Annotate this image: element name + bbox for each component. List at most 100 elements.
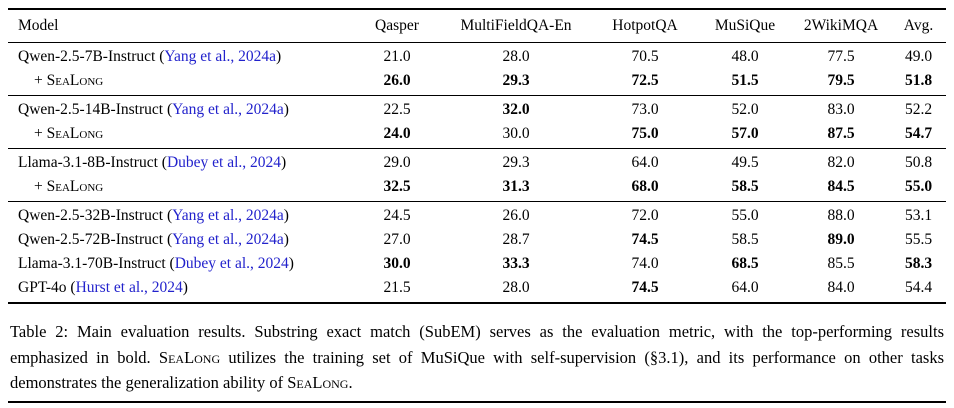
value-cell: 29.3 <box>502 72 530 89</box>
value-cell: 26.0 <box>383 72 411 89</box>
model-name: Llama-3.1-8B-Instruct <box>18 154 158 171</box>
value-cell: 28.7 <box>502 231 530 248</box>
table-header-row: Model Qasper MultiFieldQA-En HotpotQA MuSiQu… <box>8 9 946 43</box>
value-cell: 32.0 <box>502 101 530 118</box>
value-cell: 48.0 <box>731 48 759 65</box>
column-header-model: Model <box>18 17 59 34</box>
value-cell: 84.0 <box>827 279 855 296</box>
value-cell: 88.0 <box>827 207 855 224</box>
value-cell: 75.0 <box>631 125 659 142</box>
column-header-musique: MuSiQue <box>714 17 776 34</box>
value-cell: 50.8 <box>904 154 933 171</box>
table-row: Qwen-2.5-72B-Instruct (Yang et al., 2024… <box>8 228 946 252</box>
value-cell: 55.5 <box>904 231 933 248</box>
citation-link[interactable]: Yang et al., 2024a <box>164 48 277 65</box>
column-header-avg: Avg. <box>903 17 934 34</box>
table-group: Qwen-2.5-7B-Instruct (Yang et al., 2024a… <box>8 43 946 96</box>
value-cell: 49.0 <box>904 48 933 65</box>
model-name: Llama-3.1-70B-Instruct <box>18 255 166 272</box>
value-cell: 55.0 <box>731 207 759 224</box>
value-cell: 85.5 <box>827 255 855 272</box>
value-cell: 68.0 <box>631 178 659 195</box>
value-cell: 74.5 <box>631 231 659 248</box>
value-cell: 72.0 <box>631 207 659 224</box>
sealong-label: SeaLong <box>46 72 104 89</box>
table-row: Qwen-2.5-7B-Instruct (Yang et al., 2024a… <box>8 43 946 70</box>
table-caption: Table 2: Main evaluation results. Substr… <box>8 319 946 396</box>
column-header-hotpotqa: HotpotQA <box>612 17 678 34</box>
value-cell: 82.0 <box>827 154 855 171</box>
sealong-label: SeaLong <box>46 178 104 195</box>
value-cell: 74.0 <box>631 255 659 272</box>
citation-link[interactable]: Yang et al., 2024a <box>172 101 284 118</box>
model-cell: + SeaLong <box>34 72 104 89</box>
value-cell: 24.5 <box>383 207 411 224</box>
column-header-qasper: Qasper <box>375 17 419 34</box>
value-cell: 31.3 <box>502 178 530 195</box>
table-row: + SeaLong 32.5 31.3 68.0 58.5 84.5 55.0 <box>8 175 946 202</box>
table-row: Qwen-2.5-32B-Instruct (Yang et al., 2024… <box>8 202 946 229</box>
model-name: Qwen-2.5-32B-Instruct <box>18 207 164 224</box>
value-cell: 30.0 <box>502 125 530 142</box>
value-cell: 58.5 <box>731 178 759 195</box>
value-cell: 21.5 <box>383 279 411 296</box>
model-name: GPT-4o <box>18 279 67 296</box>
value-cell: 74.5 <box>631 279 659 296</box>
table-group: Qwen-2.5-32B-Instruct (Yang et al., 2024… <box>8 202 946 303</box>
citation-link[interactable]: Yang et al., 2024a <box>172 207 284 224</box>
table-group: Llama-3.1-8B-Instruct (Dubey et al., 202… <box>8 149 946 202</box>
column-header-2wikimqa: 2WikiMQA <box>803 17 879 34</box>
value-cell: 84.5 <box>827 178 855 195</box>
model-name: Qwen-2.5-7B-Instruct <box>18 48 156 65</box>
caption-text: . <box>348 373 353 393</box>
table-group: Qwen-2.5-14B-Instruct (Yang et al., 2024… <box>8 96 946 149</box>
model-cell: GPT-4o (Hurst et al., 2024) <box>18 279 188 296</box>
column-header-multifieldqa-en: MultiFieldQA-En <box>460 17 572 34</box>
citation-link[interactable]: Dubey et al., 2024 <box>174 255 289 272</box>
value-cell: 64.0 <box>631 154 659 171</box>
model-cell: Llama-3.1-70B-Instruct (Dubey et al., 20… <box>18 255 294 272</box>
model-cell: + SeaLong <box>34 178 104 195</box>
value-cell: 52.2 <box>904 101 933 118</box>
table-row: Llama-3.1-70B-Instruct (Dubey et al., 20… <box>8 252 946 276</box>
value-cell: 24.0 <box>383 125 411 142</box>
value-cell: 64.0 <box>731 279 759 296</box>
caption-text: utilizes the training set of MuSiQue wit… <box>10 347 944 393</box>
value-cell: 54.7 <box>904 125 933 142</box>
table-row: + SeaLong 24.0 30.0 75.0 57.0 87.5 54.7 <box>8 122 946 149</box>
model-name: Qwen-2.5-72B-Instruct <box>18 231 164 248</box>
model-cell: Qwen-2.5-7B-Instruct (Yang et al., 2024a… <box>18 48 282 65</box>
value-cell: 29.0 <box>383 154 411 171</box>
value-cell: 30.0 <box>383 255 411 272</box>
value-cell: 49.5 <box>731 154 759 171</box>
table-row: + SeaLong 26.0 29.3 72.5 51.5 79.5 51.8 <box>8 69 946 96</box>
value-cell: 51.5 <box>731 72 759 89</box>
sealong-label: SeaLong <box>158 347 221 367</box>
value-cell: 28.0 <box>502 48 530 65</box>
value-cell: 27.0 <box>383 231 411 248</box>
value-cell: 57.0 <box>731 125 759 142</box>
value-cell: 28.0 <box>502 279 530 296</box>
caption-text: Table 2: Main evaluation results. Substr… <box>10 322 944 367</box>
value-cell: 79.5 <box>827 72 855 89</box>
value-cell: 87.5 <box>827 125 855 142</box>
model-name: Qwen-2.5-14B-Instruct <box>18 101 164 118</box>
table-row: Qwen-2.5-14B-Instruct (Yang et al., 2024… <box>8 96 946 123</box>
value-cell: 70.5 <box>631 48 659 65</box>
value-cell: 32.5 <box>383 178 411 195</box>
value-cell: 89.0 <box>827 231 855 248</box>
model-cell: Qwen-2.5-72B-Instruct (Yang et al., 2024… <box>18 231 289 248</box>
citation-link[interactable]: Hurst et al., 2024 <box>75 279 183 296</box>
model-cell: + SeaLong <box>34 125 104 142</box>
table-row: Llama-3.1-8B-Instruct (Dubey et al., 202… <box>8 149 946 176</box>
results-table: Model Qasper MultiFieldQA-En HotpotQA MuSiQu… <box>8 8 946 304</box>
sealong-label: SeaLong <box>287 373 349 393</box>
citation-link[interactable]: Dubey et al., 2024 <box>166 154 282 171</box>
sealong-label: SeaLong <box>46 125 104 142</box>
value-cell: 26.0 <box>502 207 530 224</box>
value-cell: 58.5 <box>731 231 759 248</box>
citation-link[interactable]: Yang et al., 2024a <box>172 231 284 248</box>
value-cell: 73.0 <box>631 101 659 118</box>
value-cell: 83.0 <box>827 101 855 118</box>
